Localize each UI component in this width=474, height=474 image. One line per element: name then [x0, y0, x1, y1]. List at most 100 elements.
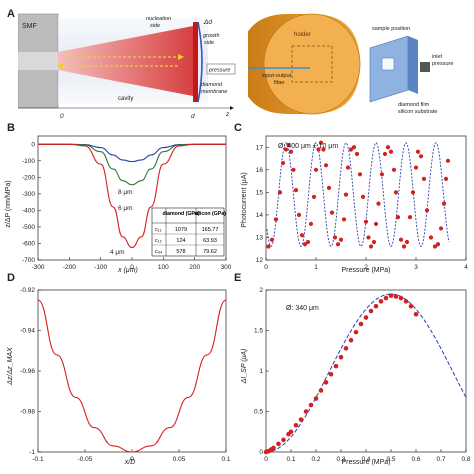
panel-a-holder: holder input-output fiber sample positio…: [248, 13, 453, 115]
panel-b-ytick-label: -100: [22, 158, 35, 165]
table-row-c11-label: c₁₁: [155, 227, 162, 233]
arrow-head-back-icon: [57, 63, 63, 69]
panel-c-point: [326, 185, 332, 190]
panel-d-chart: -0.1 -0.05 0 0.05 0.1-0.92-0.94-0.96-0.98-1 …: [7, 287, 231, 466]
smf-label: SMF: [22, 23, 37, 30]
panel-c-point: [363, 219, 369, 224]
panel-c-point: [357, 172, 363, 177]
panel-c-point: [413, 165, 419, 170]
deflected-membrane: [197, 21, 203, 103]
panel-e-point: [328, 371, 334, 377]
panel-c-ylabel: Photocurrent (μA): [241, 172, 248, 227]
table-row-c11-diamond: 1079: [175, 227, 187, 233]
panel-c-ytick-label: 15: [256, 190, 264, 197]
panel-letter-b: B: [7, 122, 15, 134]
panel-c-xtick-label: 0: [264, 264, 268, 271]
panel-e-xtick-label: 0: [264, 456, 268, 463]
panel-c-point: [318, 140, 324, 145]
substrate-side: [408, 36, 418, 94]
curve-label-4um: 4 μm: [110, 249, 125, 256]
panel-c-point: [398, 237, 404, 242]
panel-c-point: [418, 154, 424, 159]
panel-c-point: [354, 151, 360, 157]
panel-c-ytick-label: 16: [256, 167, 264, 174]
silicon-substrate-label: silicon substrate: [398, 109, 437, 115]
panel-c-point: [338, 237, 344, 242]
panel-e-chart: 0 0.1 0.2 0.3 0.4 0.5 0.6 0.7 0.8 0 0.5 1 1.5 2 ΔI_SP…: [241, 287, 471, 466]
panel-e-point: [353, 329, 359, 335]
panel-e-xtick-label: 0.4: [361, 456, 370, 463]
panel-b-xtick-label: 100: [158, 264, 169, 271]
panel-c-point: [273, 217, 279, 222]
panel-e-point: [313, 396, 319, 401]
table-row-c11-silicon: 165.77: [202, 227, 219, 233]
panel-e-ytick-label: 1.5: [254, 328, 263, 335]
d0-label: d: [191, 113, 195, 120]
panel-c-point: [341, 217, 347, 222]
panel-a-schematic: SMF nucleation side Δd growth side press…: [18, 13, 236, 120]
delta-d-label: Δd: [203, 19, 212, 26]
panel-d-ytick-label: -1: [29, 449, 35, 456]
panel-e-point: [408, 303, 414, 309]
panel-c-point: [345, 165, 351, 170]
panel-e-xtick-label: 0.1: [286, 456, 295, 463]
panel-c-point: [441, 201, 447, 206]
table-row-c44-label: c₄₄: [155, 249, 163, 255]
growth-side-label: side: [204, 40, 214, 46]
panel-b-ytick-label: -200: [22, 175, 35, 182]
inlet-connector: [420, 62, 430, 72]
panel-b-ytick-label: -300: [22, 191, 35, 198]
panel-c-point: [382, 151, 388, 157]
panel-b-ytick-label: -600: [22, 241, 35, 248]
panel-c-point: [401, 244, 407, 249]
panel-e-xtick-label: 0.2: [311, 456, 320, 463]
panel-c-point: [316, 147, 321, 152]
panel-c-point: [366, 235, 371, 240]
panel-c-point: [421, 176, 427, 181]
light-beam: [58, 26, 193, 96]
panel-d-ytick-label: -0.98: [20, 409, 35, 416]
panel-letter-d: D: [7, 272, 15, 284]
fiber-label: fiber: [274, 80, 285, 86]
panel-e-ytick-label: 2: [259, 287, 263, 294]
panel-e-point: [373, 303, 379, 309]
table-row-c44-silicon: 79.62: [203, 249, 217, 255]
pressure-box: [206, 63, 236, 75]
panel-c-point: [395, 215, 401, 220]
panel-c-point: [332, 235, 338, 240]
panel-c-point: [323, 163, 329, 168]
z-label: z: [225, 111, 230, 118]
panel-d-xtick-label: -0.1: [32, 456, 44, 463]
panel-c-xlabel: Pressure (MPa): [341, 267, 390, 274]
panel-e-ytick-label: 1: [259, 368, 263, 375]
holder-face: [263, 13, 361, 115]
panel-c-point: [283, 147, 289, 152]
origin-label: 0: [60, 113, 64, 120]
arrow-head-forward-icon: [178, 54, 184, 60]
panel-d-xtick-label: 0: [130, 456, 134, 463]
panel-b-ytick-label: -700: [22, 257, 35, 264]
panel-c-fit-curve: [266, 142, 450, 248]
panel-d-xtick-label: 0.1: [221, 456, 230, 463]
table-header-diamond: diamond (GPa): [163, 211, 200, 217]
panel-e-point: [281, 437, 286, 443]
panel-c-point: [266, 244, 271, 249]
panel-c-plot-frame: [265, 135, 467, 261]
panel-c-point: [343, 192, 349, 197]
stiffness-table: diamond (GPa) silicon (GPa) c₁₁ 1079 165…: [151, 207, 226, 257]
panel-c-point: [388, 149, 394, 154]
z-axis-arrow-icon: [230, 106, 234, 110]
panel-e-point: [271, 445, 276, 451]
panel-c-point: [269, 237, 275, 242]
panel-b-xtick-label: 0: [130, 264, 134, 271]
panel-c-xtick-label: 3: [414, 264, 418, 271]
panel-c-xtick-label: 1: [314, 264, 318, 271]
panel-c-point: [373, 221, 379, 227]
panel-e-point: [388, 293, 394, 298]
panel-e-point: [363, 315, 369, 320]
panel-c-point: [329, 210, 335, 215]
panel-e-point: [323, 380, 329, 385]
curve-label-6um: 6 μm: [118, 205, 133, 212]
panel-e-annotation: Ø: 340 μm: [286, 305, 319, 312]
panel-c-point: [376, 201, 381, 206]
